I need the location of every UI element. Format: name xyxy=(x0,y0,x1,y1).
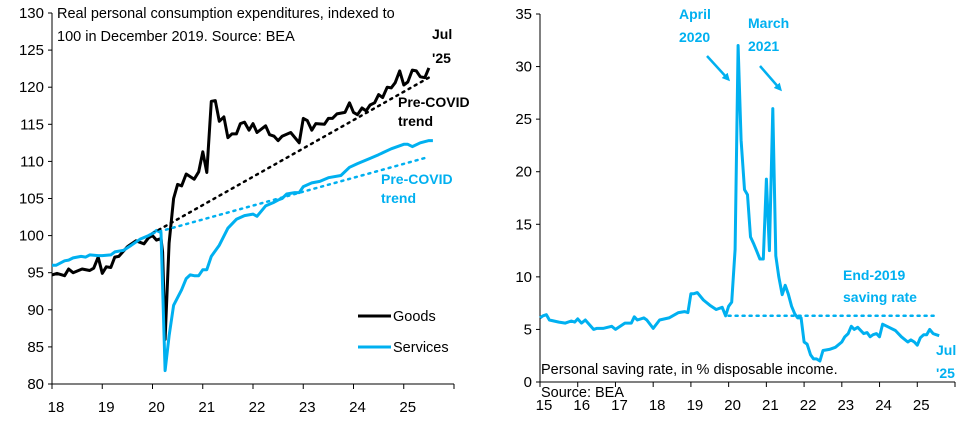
y-tick-label: 115 xyxy=(20,116,44,133)
y-tick-label: 20 xyxy=(515,164,532,181)
consumption-series-services-pre-covid-trend xyxy=(151,155,431,235)
y-tick-label: 125 xyxy=(19,42,44,59)
y-tick-label: 120 xyxy=(19,79,44,96)
chart-title: Personal saving rate, in % disposable in… xyxy=(541,362,838,378)
y-tick-label: 80 xyxy=(27,376,44,393)
x-tick-label: 25 xyxy=(913,397,930,414)
consumption-series-services xyxy=(52,139,433,373)
x-tick-label: 21 xyxy=(198,399,215,416)
y-tick-label: 35 xyxy=(515,6,532,23)
y-tick-label: 130 xyxy=(19,5,44,22)
goods-trend-label-2: trend xyxy=(398,113,433,129)
end-label-year: '25 xyxy=(432,50,451,66)
march-2021-label-1: March xyxy=(748,15,789,31)
april-2020-label-2: 2020 xyxy=(679,29,710,45)
x-tick-label: 17 xyxy=(611,397,628,414)
x-tick-label: 24 xyxy=(875,397,892,414)
consumption-series-goods xyxy=(51,67,431,341)
chart-title-line-2: 100 in December 2019. Source: BEA xyxy=(57,29,295,45)
y-tick-label: 95 xyxy=(27,265,44,282)
x-tick-label: 19 xyxy=(98,399,115,416)
y-tick-label: 25 xyxy=(515,111,532,128)
legend-goods-label: Goods xyxy=(393,309,436,325)
x-tick-label: 18 xyxy=(48,399,65,416)
x-tick-label: 23 xyxy=(837,397,854,414)
services-trend-label-1: Pre-COVID xyxy=(381,171,453,187)
end-label-month: Jul xyxy=(432,26,452,42)
y-tick-label: 105 xyxy=(19,191,44,208)
y-tick-label: 100 xyxy=(19,228,44,245)
x-tick-label: 20 xyxy=(724,397,741,414)
end-2019-label-2: saving rate xyxy=(843,289,917,305)
services-trend-label-2: trend xyxy=(381,190,416,206)
y-tick-label: 10 xyxy=(515,269,532,286)
x-tick-label: 25 xyxy=(399,399,416,416)
chart-title-line-1: Real personal consumption expenditures, … xyxy=(57,6,395,22)
y-tick-label: 85 xyxy=(27,339,44,356)
x-tick-label: 15 xyxy=(536,397,553,414)
x-tick-label: 24 xyxy=(349,399,366,416)
march-arrow-icon xyxy=(759,65,782,92)
march-2021-label-2: 2021 xyxy=(748,38,779,54)
x-tick-label: 20 xyxy=(148,399,165,416)
april-2020-label-1: April xyxy=(679,6,711,22)
april-arrow-icon xyxy=(706,55,731,82)
consumption-chart: 80 85 90 95 100 105 110 115 120 125 130 18 19 20 21 22 2… xyxy=(19,5,470,416)
x-tick-label: 16 xyxy=(573,397,590,414)
x-tick-label: 23 xyxy=(299,399,316,416)
x-tick-label: 18 xyxy=(649,397,666,414)
end-label-year: '25 xyxy=(936,365,955,381)
y-tick-label: 15 xyxy=(515,216,532,233)
y-tick-label: 0 xyxy=(524,374,532,391)
consumption-series-goods-pre-covid-trend xyxy=(151,76,431,235)
y-tick-label: 90 xyxy=(27,302,44,319)
chart-source: Source: BEA xyxy=(541,385,624,401)
y-tick-label: 30 xyxy=(515,59,532,76)
end-label-month: Jul xyxy=(936,342,956,358)
end-2019-label-1: End-2019 xyxy=(843,267,905,283)
x-tick-label: 19 xyxy=(687,397,704,414)
x-tick-label: 21 xyxy=(762,397,779,414)
y-tick-label: 5 xyxy=(524,321,532,338)
x-tick-label: 22 xyxy=(249,399,266,416)
x-tick-label: 22 xyxy=(800,397,817,414)
saving-series-personal-saving-rate xyxy=(539,44,940,363)
legend-services-label: Services xyxy=(393,340,449,356)
goods-trend-label-1: Pre-COVID xyxy=(398,94,470,110)
y-tick-label: 110 xyxy=(20,153,44,170)
